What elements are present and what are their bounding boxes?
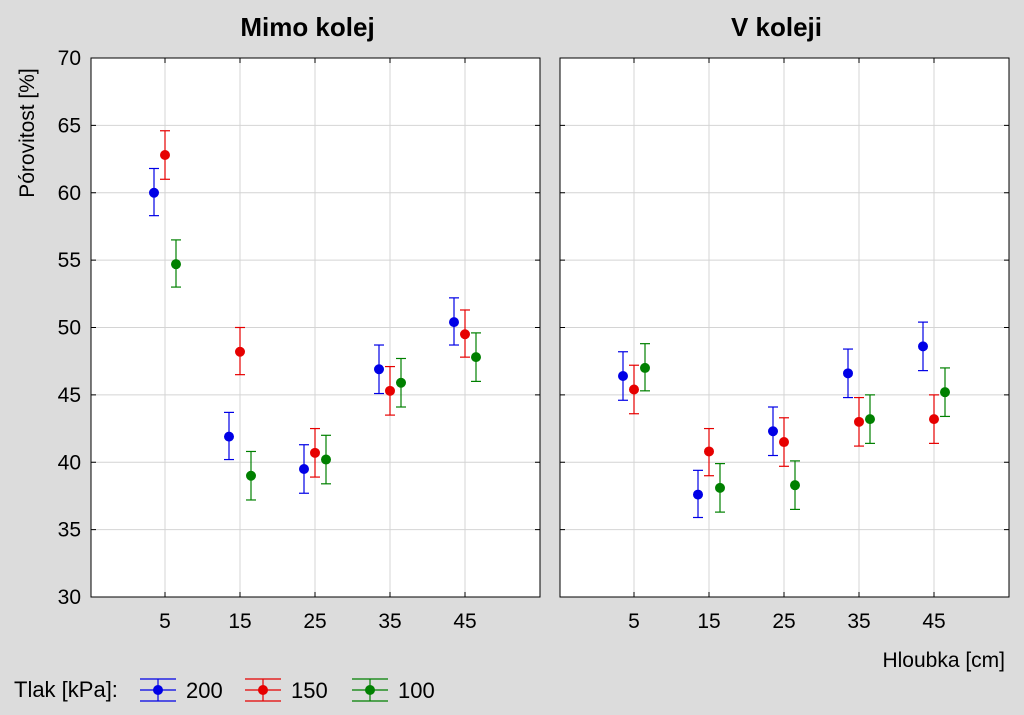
data-point-200: [373, 364, 384, 375]
data-point-200: [448, 317, 459, 328]
data-point-100: [940, 387, 951, 398]
legend-title: Tlak [kPa]:: [14, 677, 118, 702]
data-point-200: [298, 463, 309, 474]
data-point-150: [384, 385, 395, 396]
data-point-100: [470, 352, 481, 363]
y-tick-label: 60: [58, 182, 81, 205]
legend-label-100: 100: [398, 678, 435, 703]
data-point-200: [768, 426, 779, 437]
data-point-100: [170, 259, 181, 270]
data-point-150: [704, 446, 715, 457]
data-point-100: [320, 454, 331, 465]
data-point-100: [790, 480, 801, 491]
data-point-100: [395, 377, 406, 388]
legend-marker-150: [258, 685, 268, 695]
data-point-200: [223, 431, 234, 442]
y-tick-label: 40: [58, 451, 81, 474]
y-tick-label: 45: [58, 384, 81, 407]
x-tick-label: 35: [847, 610, 870, 633]
y-axis-label: Pórovitost [%]: [16, 68, 39, 198]
legend-marker-100: [365, 685, 375, 695]
x-tick-label: 5: [159, 610, 171, 633]
data-point-100: [640, 362, 651, 373]
data-point-200: [843, 368, 854, 379]
data-point-150: [779, 437, 790, 448]
data-point-150: [854, 416, 865, 427]
data-point-200: [618, 371, 629, 382]
panel-title: V koleji: [731, 12, 822, 42]
data-point-150: [629, 384, 640, 395]
data-point-150: [234, 346, 245, 357]
x-tick-label: 25: [303, 610, 326, 633]
data-point-200: [918, 341, 929, 352]
data-point-150: [159, 150, 170, 161]
legend-label-150: 150: [291, 678, 328, 703]
y-tick-label: 30: [58, 586, 81, 609]
x-tick-label: 25: [772, 610, 795, 633]
data-point-150: [929, 414, 940, 425]
x-tick-label: 15: [697, 610, 720, 633]
x-axis-label: Hloubka [cm]: [882, 649, 1005, 672]
panel-title: Mimo kolej: [240, 12, 374, 42]
y-tick-label: 35: [58, 519, 81, 542]
data-point-100: [245, 470, 256, 481]
x-tick-label: 45: [453, 610, 476, 633]
data-point-100: [715, 482, 726, 493]
data-point-150: [459, 329, 470, 340]
legend-label-200: 200: [186, 678, 223, 703]
legend-marker-200: [153, 685, 163, 695]
x-tick-label: 15: [228, 610, 251, 633]
y-tick-label: 50: [58, 317, 81, 340]
data-point-150: [309, 447, 320, 458]
y-tick-label: 65: [58, 114, 81, 137]
y-tick-label: 55: [58, 249, 81, 272]
data-point-100: [865, 414, 876, 425]
x-tick-label: 45: [922, 610, 945, 633]
x-tick-label: 5: [628, 610, 640, 633]
data-point-200: [693, 489, 704, 500]
y-tick-label: 70: [58, 47, 81, 70]
x-tick-label: 35: [378, 610, 401, 633]
data-point-200: [148, 187, 159, 198]
